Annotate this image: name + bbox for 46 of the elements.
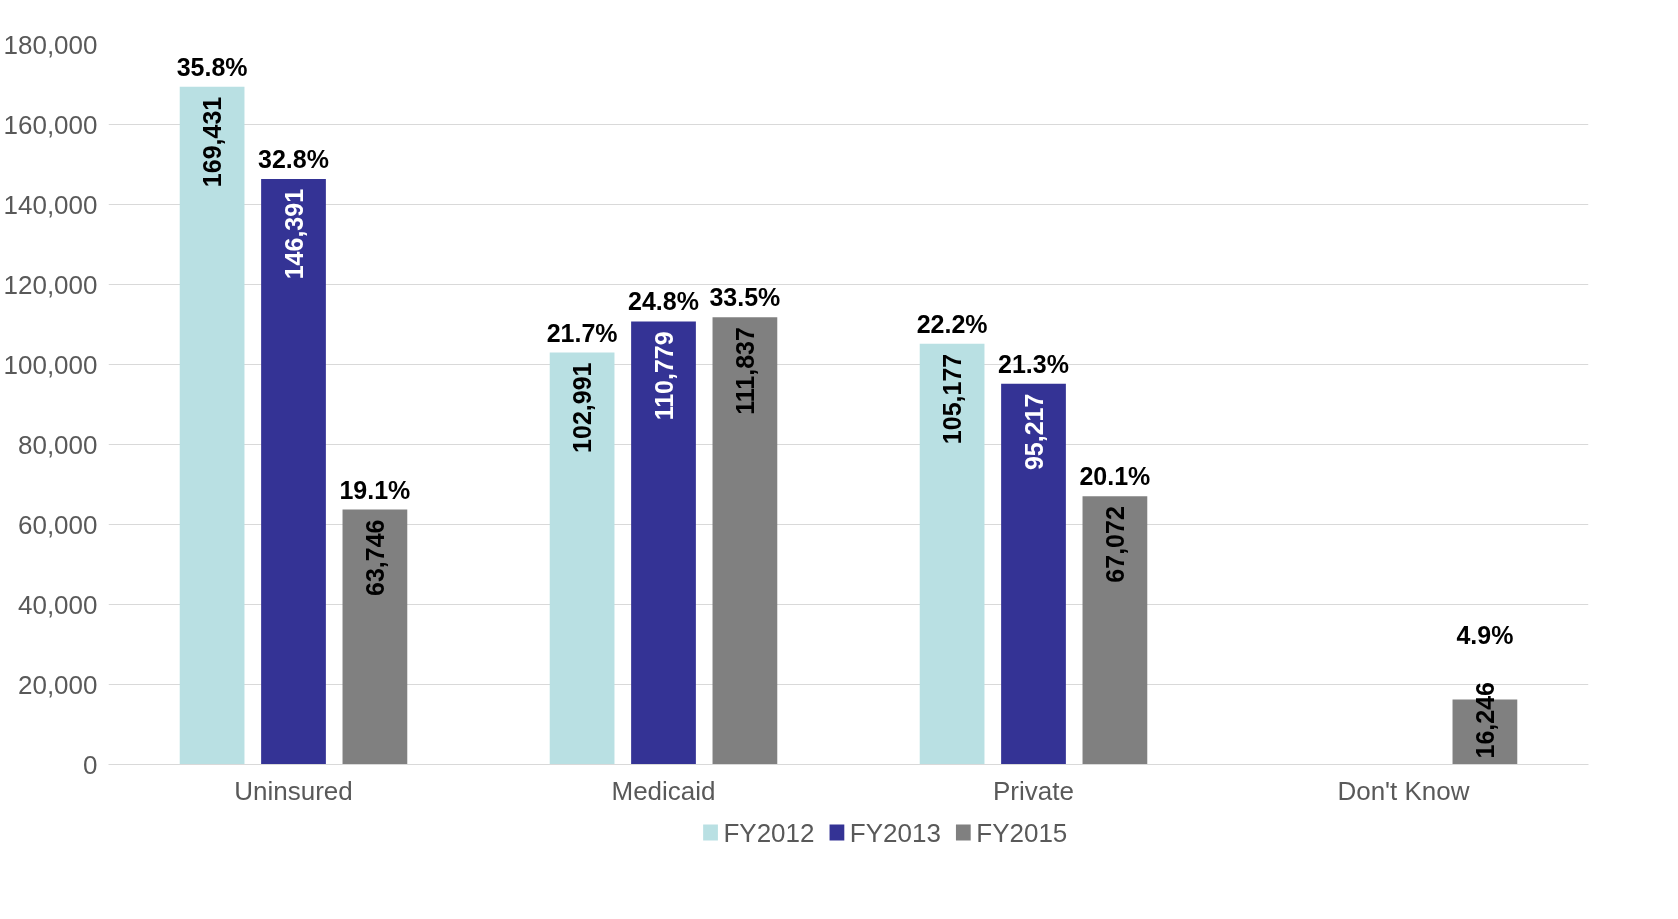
bar [1001,383,1066,765]
y-tick-label: 120,000 [3,269,98,300]
annotation: 21.3% [998,349,1069,378]
data-label: 95,217 [1019,393,1048,471]
annotation: 19.1% [339,475,411,504]
bar [342,509,408,765]
annotation: 33.5% [709,283,781,312]
annotation: 4.9% [1456,620,1514,649]
y-tick-label: 100,000 [3,349,98,380]
y-tick-label: 40,000 [17,589,98,620]
bar [919,343,985,765]
annotation: 32.8% [258,144,329,173]
x-tick-label: Private [993,775,1074,806]
data-label: 111,837 [730,327,759,415]
data-label: 110,779 [649,331,678,421]
data-label: 16,246 [1470,682,1499,759]
y-tick-label: 20,000 [17,669,98,700]
legend-label: FY2012 [723,817,815,848]
legend-label: FY2013 [849,817,941,848]
data-label: 169,431 [198,96,227,188]
data-label: 63,746 [360,519,389,596]
bar [179,86,245,765]
bar [1082,496,1148,765]
data-label: 105,177 [938,353,967,445]
y-tick-label: 0 [83,749,98,780]
annotation: 20.1% [1079,462,1151,491]
bar [631,321,696,765]
legend-label: FY2015 [976,817,1068,848]
x-tick-label: Don't Know [1337,775,1470,806]
annotation: 22.2% [916,309,988,338]
y-tick-label: 80,000 [17,429,98,460]
bar [261,178,326,765]
data-label: 67,072 [1100,506,1129,583]
x-tick-label: Medicaid [611,775,716,806]
bar [549,352,615,765]
y-tick-label: 160,000 [3,109,98,140]
annotation: 35.8% [176,52,248,81]
y-tick-label: 140,000 [3,189,98,220]
y-tick-label: 60,000 [17,509,98,540]
data-label: 102,991 [568,362,597,453]
annotation: 24.8% [628,287,699,316]
y-tick-label: 180,000 [3,29,98,60]
x-tick-label: Uninsured [234,775,353,806]
bar [712,317,778,765]
data-label: 146,391 [279,188,308,280]
annotation: 21.7% [546,318,618,347]
